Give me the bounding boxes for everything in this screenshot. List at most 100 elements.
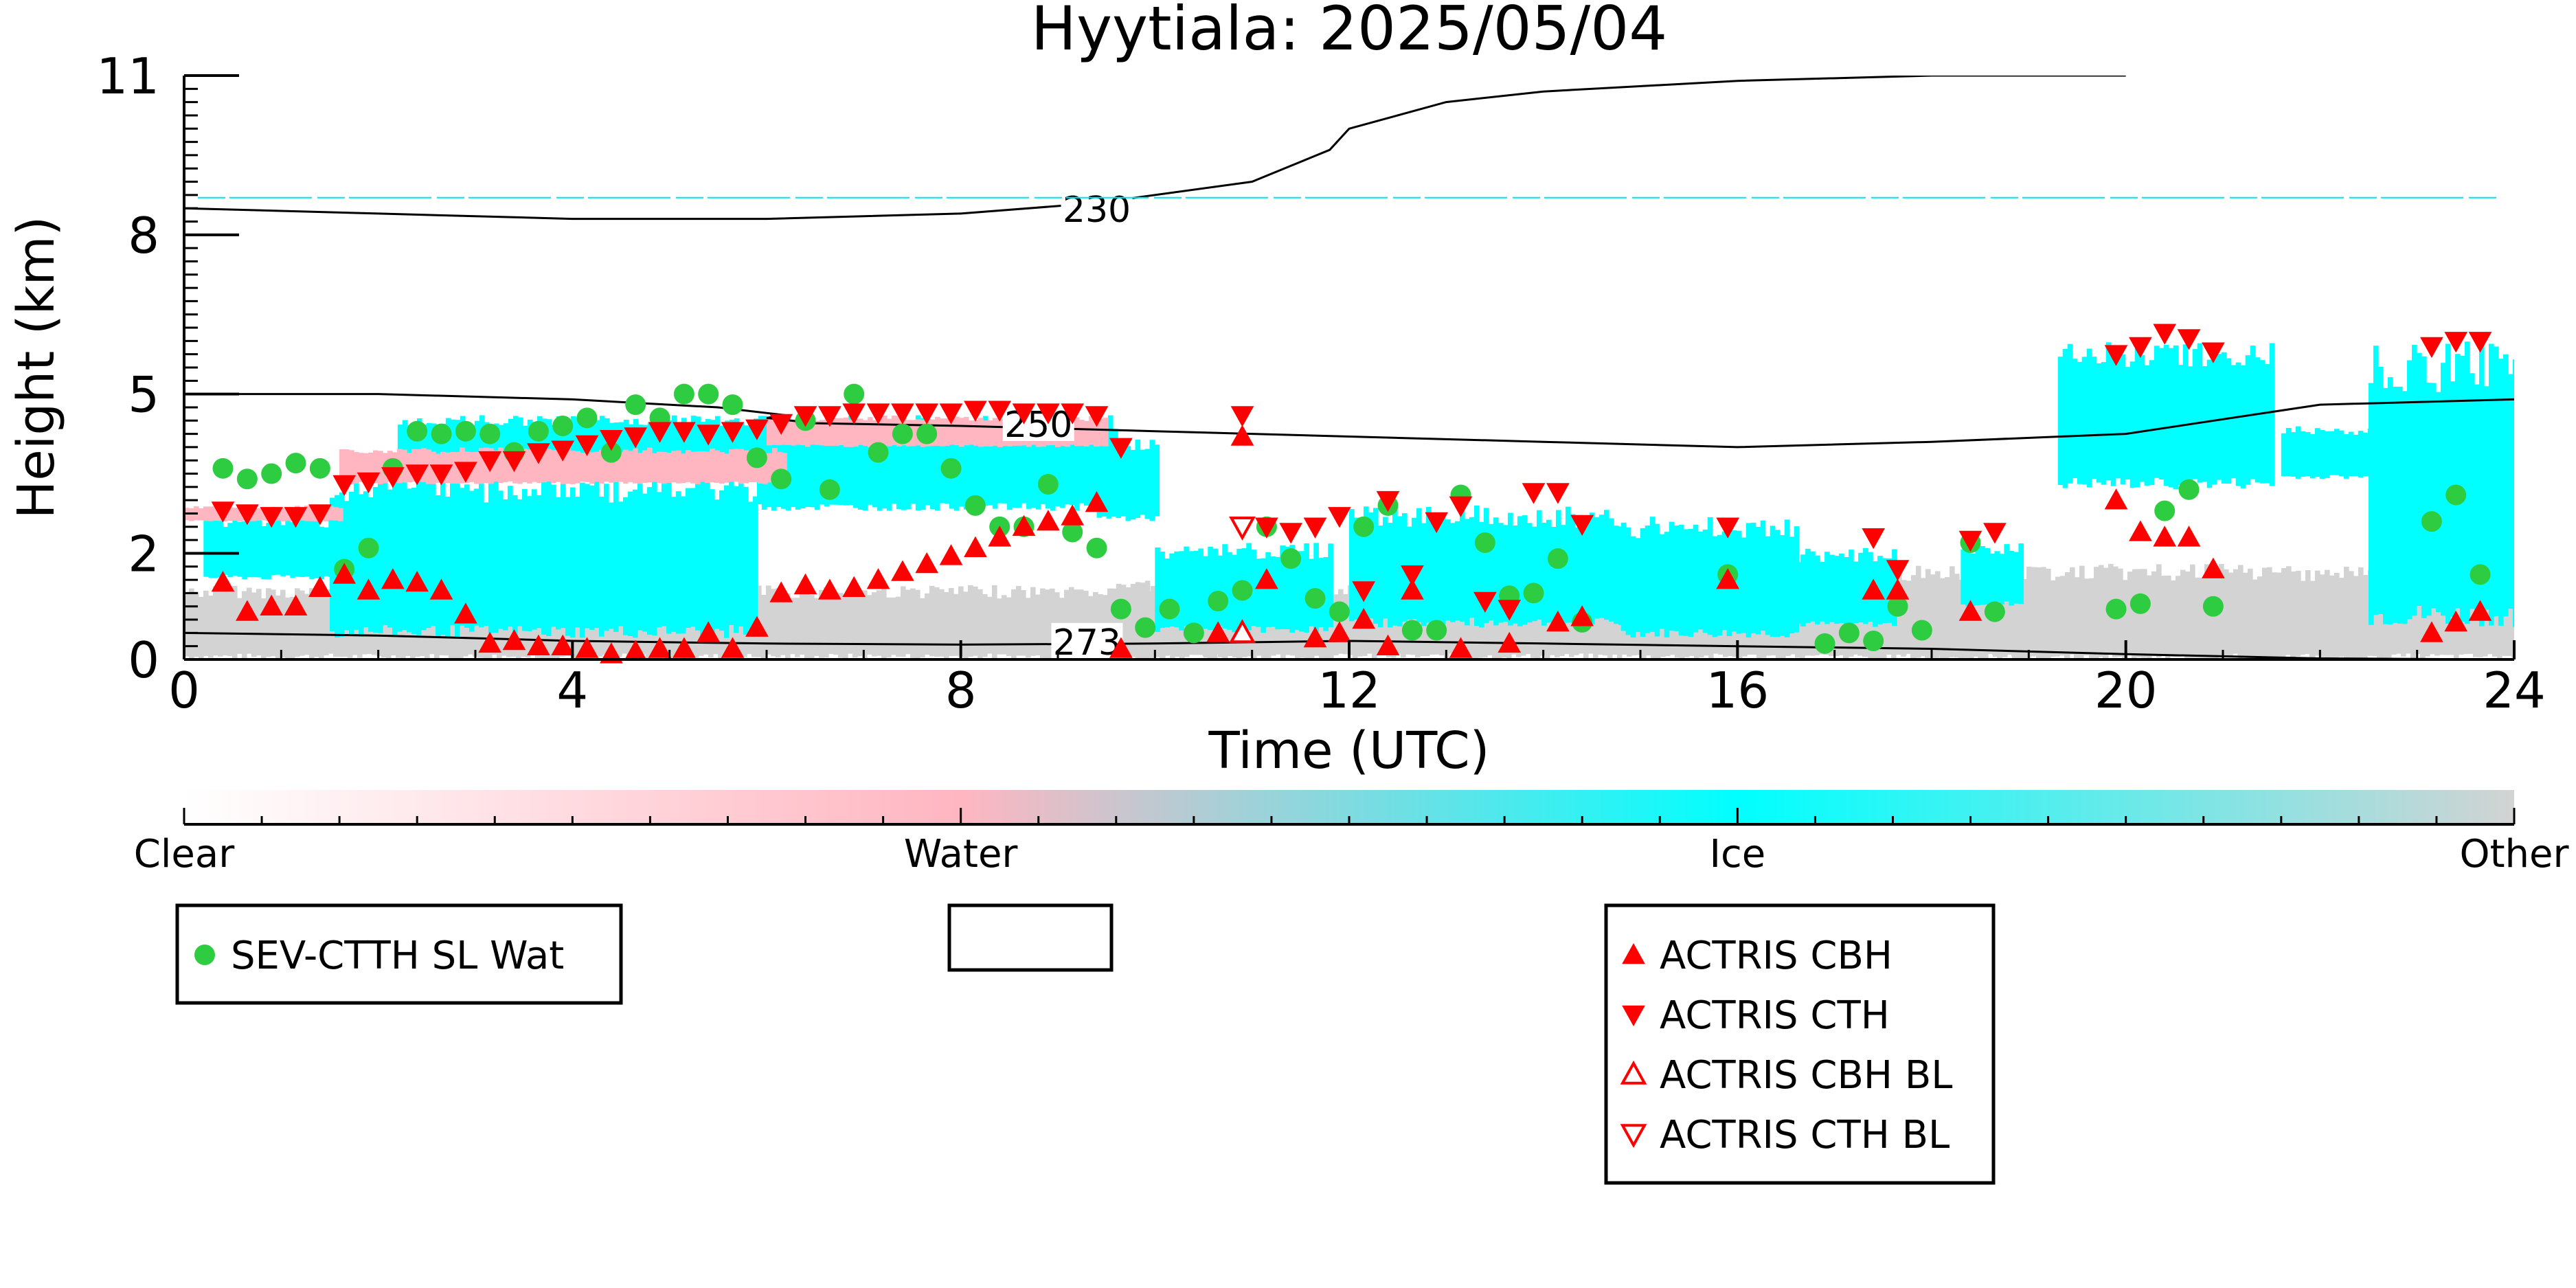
cloud-field-ice bbox=[474, 420, 480, 473]
cloud-field-ice bbox=[657, 492, 662, 628]
cloud-field-ice bbox=[1882, 558, 1888, 623]
cloud-field-ice bbox=[743, 425, 749, 473]
cloud-field-ice bbox=[1975, 545, 1980, 605]
cloud-field-other bbox=[2248, 568, 2253, 658]
cloud-field-water bbox=[729, 449, 734, 482]
cloud-field-other bbox=[2046, 568, 2051, 658]
cloud-field-other bbox=[2007, 575, 2013, 655]
cloud-field-other bbox=[833, 594, 839, 655]
point-actris-cbh bbox=[866, 568, 890, 589]
point-actris-cbh bbox=[2177, 526, 2201, 547]
point-actris-cbh bbox=[1376, 634, 1400, 655]
cloud-field-other bbox=[2103, 567, 2109, 659]
cloud-field-other bbox=[877, 590, 882, 656]
cloud-field-other bbox=[2190, 564, 2195, 659]
cloud-field-ice bbox=[2426, 383, 2432, 616]
point-actris-cth bbox=[429, 464, 453, 486]
cloud-field-ice bbox=[843, 429, 849, 506]
contour-line-230 bbox=[184, 76, 2126, 221]
legend-label: ACTRIS CBH BL bbox=[1660, 1053, 1952, 1098]
cloud-field-ice bbox=[2105, 342, 2112, 480]
cloud-field-ice bbox=[208, 519, 214, 578]
cloud-field-ice bbox=[2513, 359, 2514, 627]
cloud-field-water bbox=[522, 449, 528, 482]
cloud-field-other bbox=[2386, 596, 2392, 658]
cloud-field-ice bbox=[368, 497, 374, 632]
cloud-field-ice bbox=[1469, 517, 1475, 618]
cloud-field-ice bbox=[1349, 509, 1355, 622]
cloud-field-ice bbox=[1154, 444, 1160, 517]
cloud-field-ice bbox=[800, 429, 806, 509]
cloud-field-water bbox=[237, 507, 242, 521]
cloud-field-ice bbox=[795, 420, 801, 510]
cloud-field-other bbox=[958, 586, 964, 657]
cloud-field-other bbox=[2036, 567, 2042, 659]
point-actris-cbh bbox=[1012, 515, 1036, 536]
cloud-field-water bbox=[988, 420, 993, 447]
cloud-field-ice bbox=[1999, 554, 2004, 605]
cloud-field-water bbox=[232, 508, 238, 521]
cloud-field-other bbox=[1021, 590, 1026, 656]
point-sev-ctth-sl-wat bbox=[552, 416, 574, 436]
point-actris-cbh bbox=[308, 576, 332, 597]
cloud-field-water bbox=[738, 449, 744, 484]
cloud-field-other bbox=[2420, 588, 2426, 659]
cloud-field-other bbox=[987, 596, 993, 654]
cloud-field-water bbox=[777, 451, 782, 484]
cloud-field-ice bbox=[963, 427, 969, 510]
cloud-field-other bbox=[304, 594, 310, 655]
point-sev-ctth-sl-wat bbox=[576, 407, 598, 429]
cloud-field-water bbox=[1084, 420, 1089, 447]
point-actris-cbh bbox=[1037, 510, 1060, 531]
cloud-field-ice bbox=[522, 488, 528, 631]
cloud-field-ice bbox=[455, 475, 460, 638]
cloud-field-ice bbox=[2329, 431, 2335, 475]
cloud-field-ice bbox=[2163, 345, 2169, 486]
point-sev-ctth-sl-wat bbox=[625, 394, 646, 416]
cloud-field-water bbox=[546, 449, 552, 482]
cloud-field-ice bbox=[724, 420, 730, 473]
cloud-field-ice bbox=[1251, 550, 1256, 626]
cloud-field-ice bbox=[1877, 556, 1883, 624]
cloud-field-other bbox=[285, 597, 291, 659]
cloud-field-ice bbox=[460, 488, 465, 626]
cloud-field-ice bbox=[1527, 523, 1533, 623]
cloud-field-ice bbox=[2314, 428, 2320, 477]
cloud-field-water bbox=[662, 452, 667, 484]
cloud-field-ice bbox=[1050, 425, 1056, 511]
point-actris-cbh bbox=[697, 621, 721, 642]
cloud-field-other bbox=[1030, 587, 1036, 656]
cloud-field-other bbox=[1603, 597, 1608, 656]
cloud-field-ice bbox=[1445, 519, 1451, 621]
cloud-field-other bbox=[997, 598, 1002, 655]
cloud-field-water bbox=[767, 416, 772, 446]
cloud-field-ice bbox=[599, 496, 605, 637]
cloud-field-ice bbox=[1815, 555, 1820, 624]
point-actris-cbh bbox=[1206, 621, 1230, 642]
cloud-field-other bbox=[2094, 567, 2099, 658]
cloud-field-ice bbox=[551, 484, 556, 627]
point-sev-ctth-sl-wat bbox=[1208, 591, 1229, 611]
cloud-field-ice bbox=[493, 475, 499, 633]
cloud-field-other bbox=[2026, 566, 2032, 653]
cloud-field-water bbox=[767, 453, 773, 483]
point-sev-ctth-sl-wat bbox=[964, 495, 986, 516]
cloud-field-ice bbox=[690, 488, 696, 627]
cloud-field-other bbox=[1011, 589, 1017, 659]
cloud-field-ice bbox=[2436, 392, 2441, 613]
cloud-field-water bbox=[450, 452, 455, 484]
cloud-field-ice bbox=[1561, 525, 1566, 628]
cloud-field-water bbox=[570, 451, 576, 484]
cloud-field-ice bbox=[2125, 367, 2131, 479]
cloud-field-water bbox=[686, 450, 691, 482]
contour-label-250: 250 bbox=[1004, 405, 1072, 446]
cloud-field-ice bbox=[532, 489, 537, 630]
colorbar-label: Clear bbox=[134, 832, 235, 877]
cloud-field-other bbox=[2473, 592, 2478, 657]
point-actris-cth bbox=[915, 403, 939, 425]
cloud-field-ice bbox=[2173, 345, 2179, 490]
cloud-field-water bbox=[805, 417, 811, 447]
point-actris-cbh bbox=[1958, 600, 1982, 621]
cloud-field-water bbox=[527, 449, 532, 484]
point-actris-cth bbox=[1012, 403, 1036, 425]
